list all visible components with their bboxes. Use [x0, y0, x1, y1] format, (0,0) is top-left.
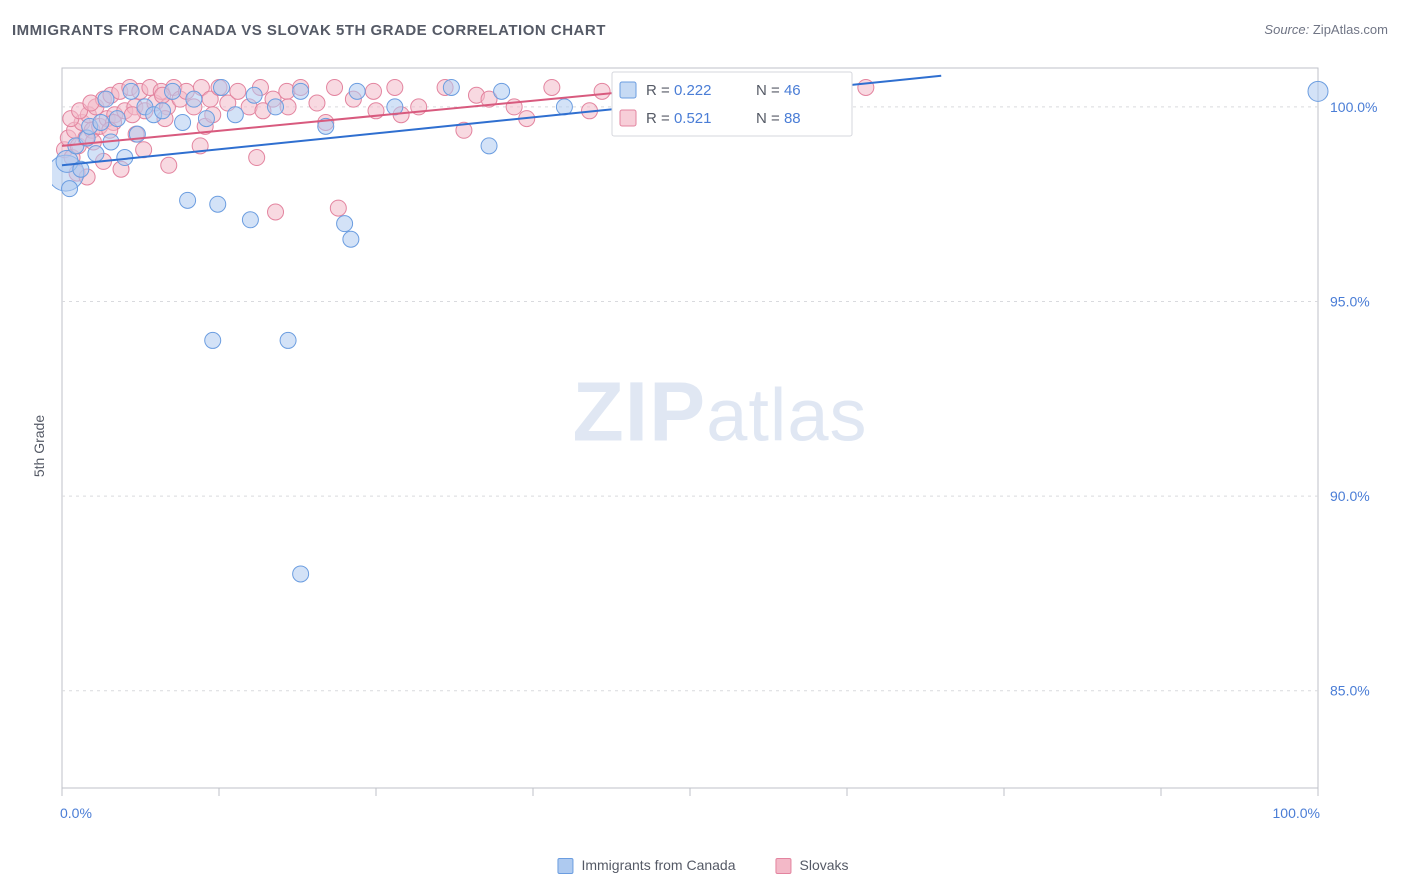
data-point — [280, 332, 296, 348]
stats-n-label: N = 46 — [756, 82, 801, 99]
y-tick-label: 100.0% — [1330, 99, 1377, 115]
data-point — [268, 99, 284, 115]
data-point — [109, 111, 125, 127]
plot-area: 85.0% 90.0% 95.0% 100.0% 0.0% 100.0% R = 0.222… — [52, 58, 1388, 828]
data-point — [214, 79, 230, 95]
data-point — [249, 150, 265, 166]
data-point — [246, 87, 262, 103]
data-point — [387, 79, 403, 95]
data-point — [337, 216, 353, 232]
data-point — [481, 138, 497, 154]
data-point — [83, 95, 99, 111]
data-point — [198, 111, 214, 127]
data-point — [293, 83, 309, 99]
data-point — [88, 146, 104, 162]
y-tick-label: 95.0% — [1330, 294, 1370, 310]
data-point — [349, 83, 365, 99]
data-point — [556, 99, 572, 115]
source-label: Source: — [1264, 22, 1309, 37]
data-point — [62, 181, 78, 197]
y-tick-label: 90.0% — [1330, 488, 1370, 504]
data-point — [365, 83, 381, 99]
legend-item: Immigrants from Canada — [557, 857, 735, 874]
scatter-plot-svg: 85.0% 90.0% 95.0% 100.0% 0.0% 100.0% R = 0.222… — [52, 58, 1388, 828]
data-point — [327, 79, 343, 95]
stats-r-label: R = 0.521 — [646, 110, 711, 127]
data-point — [210, 196, 226, 212]
stats-r-label: R = 0.222 — [646, 82, 711, 99]
data-point — [268, 204, 284, 220]
data-point — [544, 79, 560, 95]
data-point — [242, 212, 258, 228]
x-tick-label: 0.0% — [60, 805, 92, 821]
data-point — [98, 91, 114, 107]
y-axis-label: 5th Grade — [31, 415, 47, 477]
y-tick-label: 85.0% — [1330, 683, 1370, 699]
data-point — [165, 83, 181, 99]
data-point — [123, 83, 139, 99]
data-point — [180, 192, 196, 208]
legend-swatch — [557, 858, 573, 874]
stats-n-label: N = 88 — [756, 110, 801, 127]
data-point — [205, 332, 221, 348]
data-point — [230, 83, 246, 99]
legend-label: Immigrants from Canada — [581, 857, 735, 873]
stats-swatch — [620, 110, 636, 126]
data-point — [343, 231, 359, 247]
stats-swatch — [620, 82, 636, 98]
data-point — [1308, 81, 1328, 101]
data-point — [93, 114, 109, 130]
data-point — [161, 157, 177, 173]
data-point — [136, 142, 152, 158]
legend-label: Slovaks — [800, 857, 849, 873]
data-point — [154, 103, 170, 119]
x-tick-label: 100.0% — [1273, 805, 1320, 821]
legend-swatch — [776, 858, 792, 874]
source-value: ZipAtlas.com — [1313, 22, 1388, 37]
source-attribution: Source: ZipAtlas.com — [1264, 22, 1388, 37]
data-point — [186, 91, 202, 107]
legend-bottom: Immigrants from Canada Slovaks — [557, 857, 848, 874]
data-point — [293, 566, 309, 582]
data-point — [443, 79, 459, 95]
data-point — [494, 83, 510, 99]
data-point — [858, 79, 874, 95]
data-point — [309, 95, 325, 111]
legend-item: Slovaks — [776, 857, 849, 874]
chart-container: IMMIGRANTS FROM CANADA VS SLOVAK 5TH GRA… — [0, 0, 1406, 892]
data-point — [227, 107, 243, 123]
data-point — [175, 114, 191, 130]
data-point — [330, 200, 346, 216]
data-point — [594, 83, 610, 99]
chart-title: IMMIGRANTS FROM CANADA VS SLOVAK 5TH GRA… — [12, 22, 606, 39]
